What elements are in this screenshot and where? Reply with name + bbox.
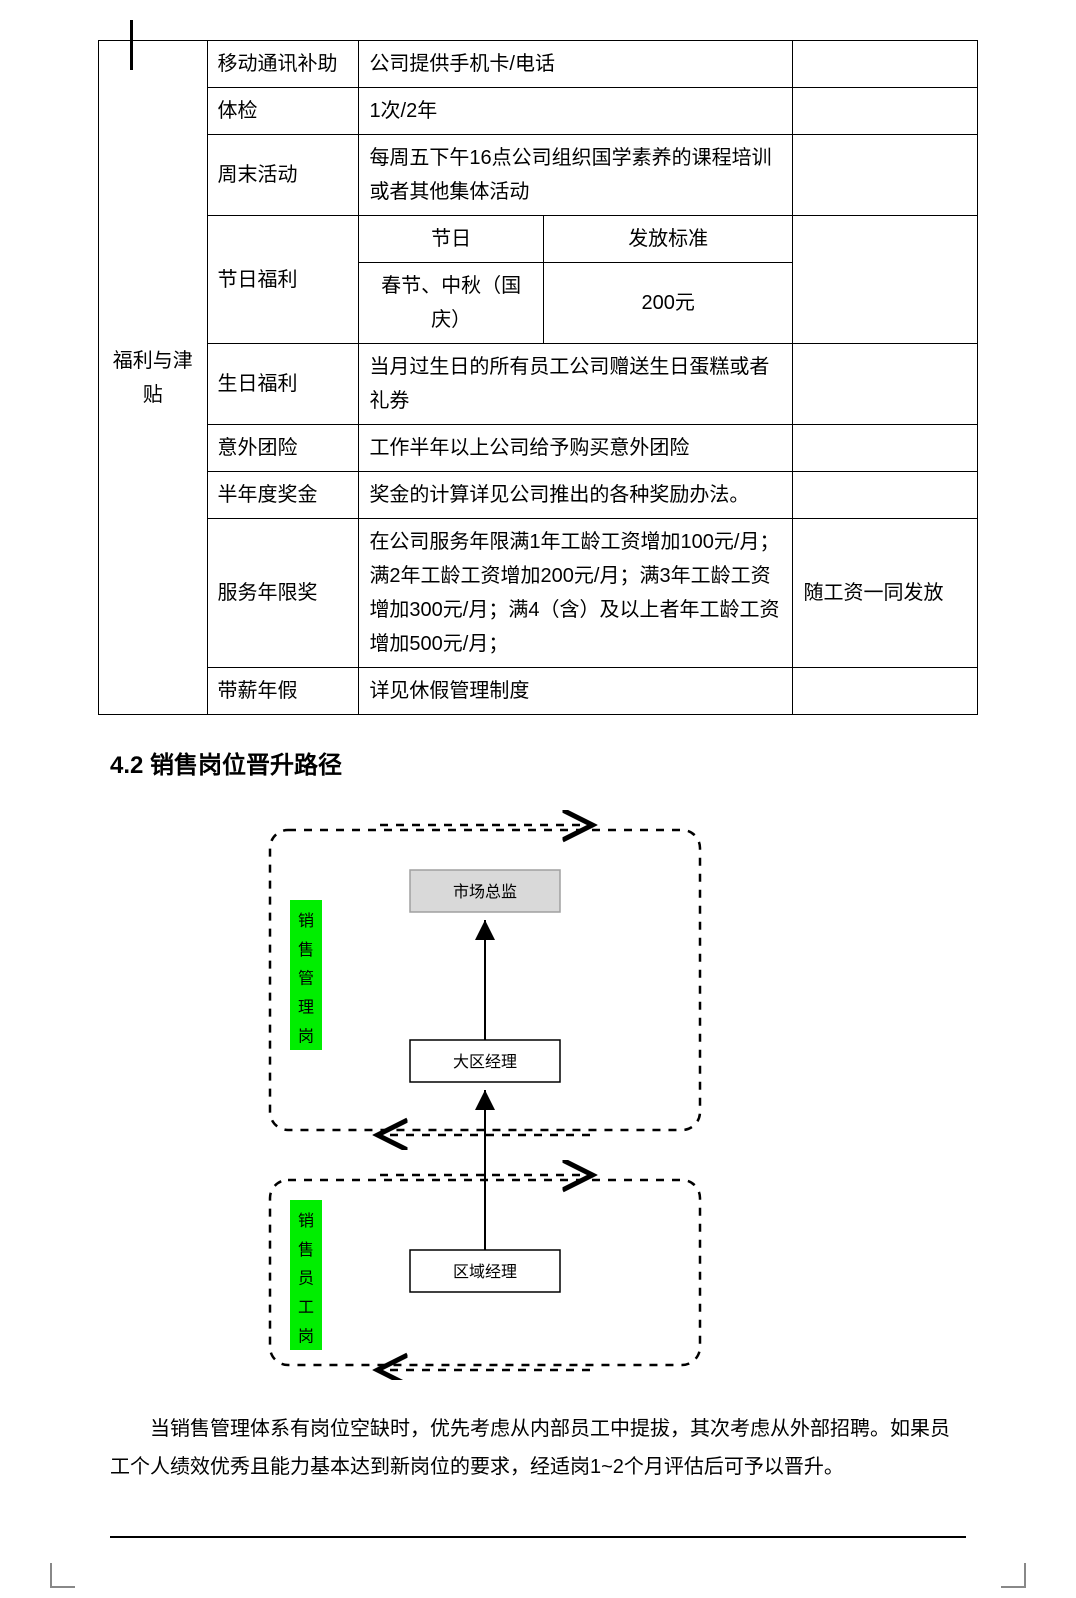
sub-header: 节日 xyxy=(359,216,543,263)
body-paragraph: 当销售管理体系有岗位空缺时，优先考虑从内部员工中提拔，其次考虑从外部招聘。如果员… xyxy=(110,1410,966,1486)
row-note xyxy=(793,425,978,472)
group-label-char: 岗 xyxy=(298,1327,314,1345)
group-label-char: 理 xyxy=(298,1000,314,1017)
row-note: 随工资一同发放 xyxy=(793,519,978,668)
row-label: 体检 xyxy=(207,88,359,135)
row-note xyxy=(793,88,978,135)
group-label-char: 员 xyxy=(298,1270,314,1288)
row-label: 节日福利 xyxy=(207,216,359,344)
row-note xyxy=(793,344,978,425)
document-page: 福利与津贴移动通讯补助公司提供手机卡/电话体检1次/2年周末活动每周五下午16点… xyxy=(0,0,1076,1598)
sub-value: 200元 xyxy=(543,263,793,344)
sub-header: 发放标准 xyxy=(543,216,793,263)
row-desc: 每周五下午16点公司组织国学素养的课程培训或者其他集体活动 xyxy=(359,135,793,216)
row-label: 意外团险 xyxy=(207,425,359,472)
top-crop-mark xyxy=(130,20,133,70)
node-label: 区域经理 xyxy=(453,1263,517,1281)
row-label: 生日福利 xyxy=(207,344,359,425)
group-label-char: 销 xyxy=(298,912,314,930)
row-label: 移动通讯补助 xyxy=(207,41,359,88)
crop-mark-bottom-right xyxy=(1001,1563,1026,1588)
row-desc: 公司提供手机卡/电话 xyxy=(359,41,793,88)
group-label-char: 管 xyxy=(298,970,314,988)
group-label-char: 岗 xyxy=(298,1027,314,1045)
row-label: 带薪年假 xyxy=(207,668,359,715)
sub-value: 春节、中秋（国庆） xyxy=(359,263,543,344)
footer-rule xyxy=(110,1536,966,1538)
group-label-char: 售 xyxy=(298,1241,314,1259)
row-note xyxy=(793,216,978,344)
row-desc: 当月过生日的所有员工公司赠送生日蛋糕或者礼券 xyxy=(359,344,793,425)
section-title: 4.2 销售岗位晋升路径 xyxy=(110,745,1016,780)
row-note xyxy=(793,472,978,519)
row-desc: 1次/2年 xyxy=(359,88,793,135)
crop-mark-bottom-left xyxy=(50,1563,75,1588)
promotion-path-diagram: 销售管理岗销售员工岗市场总监大区经理区域经理 xyxy=(180,810,720,1370)
row-desc: 在公司服务年限满1年工龄工资增加100元/月；满2年工龄工资增加200元/月；满… xyxy=(359,519,793,668)
row-desc: 工作半年以上公司给予购买意外团险 xyxy=(359,425,793,472)
category-cell: 福利与津贴 xyxy=(99,41,208,715)
row-note xyxy=(793,135,978,216)
row-desc: 详见休假管理制度 xyxy=(359,668,793,715)
benefits-table: 福利与津贴移动通讯补助公司提供手机卡/电话体检1次/2年周末活动每周五下午16点… xyxy=(98,40,978,715)
row-label: 半年度奖金 xyxy=(207,472,359,519)
row-desc: 奖金的计算详见公司推出的各种奖励办法。 xyxy=(359,472,793,519)
group-label-char: 销 xyxy=(298,1212,314,1230)
row-note xyxy=(793,41,978,88)
node-label: 大区经理 xyxy=(453,1053,517,1071)
row-label: 周末活动 xyxy=(207,135,359,216)
node-label: 市场总监 xyxy=(453,883,517,901)
row-note xyxy=(793,668,978,715)
diagram-svg: 销售管理岗销售员工岗市场总监大区经理区域经理 xyxy=(180,810,720,1380)
row-label: 服务年限奖 xyxy=(207,519,359,668)
group-label-char: 工 xyxy=(298,1300,314,1317)
group-label-char: 售 xyxy=(298,941,314,959)
